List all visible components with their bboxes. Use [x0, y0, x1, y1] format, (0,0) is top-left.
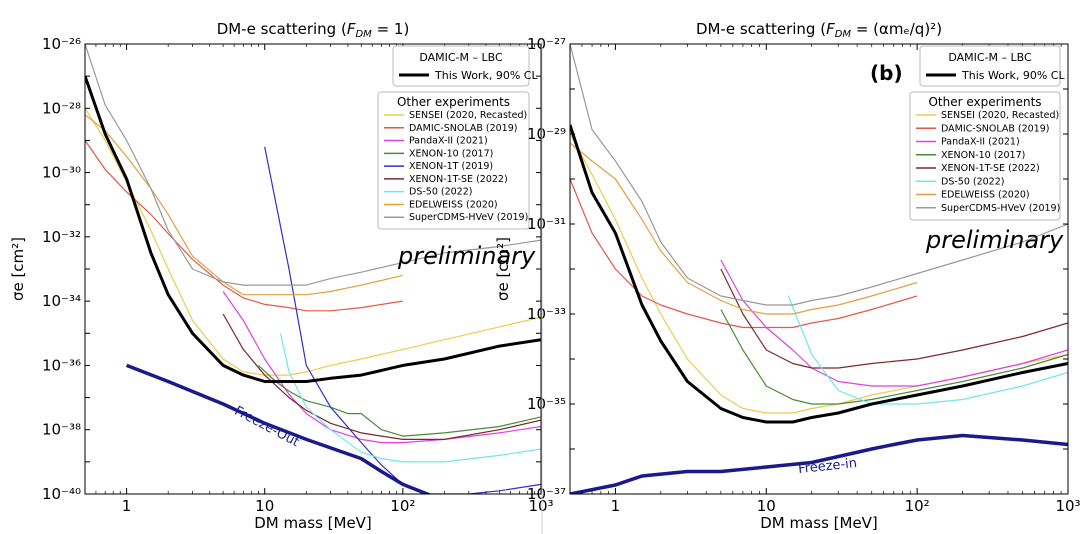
- series-line-6: [279, 333, 541, 463]
- legend-entry: SENSEI (2020, Recasted): [941, 110, 1059, 121]
- legend-main-title: DAMIC-M – LBC: [948, 51, 1032, 64]
- chart-title: DM-e scattering (FDM = 1): [217, 20, 410, 40]
- legend-other-title: Other experiments: [397, 95, 510, 109]
- series-line-1: [570, 178, 918, 329]
- y-tick-label: 10⁻³⁸: [42, 421, 81, 439]
- y-tick-label: 10⁻⁴⁰: [42, 485, 81, 503]
- y-tick-label: 10⁻³⁰: [42, 164, 81, 182]
- y-axis-label: σe [cm²]: [494, 237, 512, 301]
- chart-title: DM-e scattering (FDM = (αmₑ/q)²): [696, 20, 942, 40]
- legend-entry: XENON-1T-SE (2022): [409, 174, 508, 185]
- series-line-7: [570, 44, 1068, 306]
- x-axis-label: DM mass [MeV]: [254, 514, 372, 532]
- y-tick-label: 10⁻³⁵: [527, 395, 566, 413]
- legend-entry: SuperCDMS-HVeV (2019): [409, 212, 528, 223]
- legend-entry: DAMIC-SNOLAB (2019): [409, 123, 517, 134]
- legend-entry: XENON-1T (2019): [409, 161, 493, 172]
- legend-main: DAMIC-M – LBC This Work, 90% CL: [919, 45, 1065, 87]
- y-tick-label: 10⁻³¹: [527, 215, 566, 233]
- x-tick-label: 10: [255, 497, 274, 515]
- panel-b: 1 10 10² 10³ 10⁻²⁷ 10⁻²⁹ 10⁻³¹ 10⁻³³ 10⁻³⁵ 10⁻³⁷ D…: [494, 20, 1081, 532]
- series-line-6: [570, 142, 918, 315]
- series-line-4: [264, 146, 541, 494]
- series-line-3: [257, 364, 541, 437]
- x-tick-label: 1: [611, 497, 621, 515]
- relic-curve-label: Freeze-Out: [232, 404, 302, 451]
- series-line-9: [85, 75, 541, 383]
- y-tick-label: 10⁻³²: [42, 228, 81, 246]
- x-tick-label: 10: [757, 497, 776, 515]
- series-line-8: [570, 124, 1068, 424]
- legend-entry: DAMIC-SNOLAB (2019): [941, 123, 1049, 134]
- legend-main: DAMIC-M – LBC This Work, 90% CL: [392, 45, 538, 87]
- legend-entry: EDELWEISS (2020): [941, 190, 1030, 201]
- series-line-7: [85, 114, 404, 296]
- series-line-5: [787, 295, 1068, 405]
- x-tick-label: 1: [122, 497, 132, 515]
- y-tick-label: 10⁻³³: [527, 305, 566, 323]
- series-group: [570, 44, 1068, 494]
- y-tick-label: 10⁻²⁸: [42, 99, 81, 117]
- legend-entry: XENON-10 (2017): [941, 150, 1025, 161]
- x-tick-label: 10²: [390, 497, 415, 515]
- legend-entry: SENSEI (2020, Recasted): [409, 110, 527, 121]
- preliminary-annotation: preliminary: [397, 242, 536, 270]
- series-line-5: [222, 313, 541, 440]
- x-tick-label: 10³: [1055, 497, 1080, 515]
- legend-entry: SuperCDMS-HVeV (2019): [941, 203, 1060, 214]
- panel-tag: (b): [870, 61, 903, 85]
- legend-entry: DS-50 (2022): [941, 176, 1004, 187]
- legend-entry: DS-50 (2022): [409, 187, 472, 198]
- y-tick-label: 10⁻²⁶: [42, 35, 81, 53]
- legend-other-title: Other experiments: [928, 95, 1041, 109]
- legend-main-entry: This Work, 90% CL: [961, 69, 1065, 82]
- y-tick-label: 10⁻²⁹: [527, 125, 566, 143]
- series-line-2: [720, 259, 1068, 387]
- y-tick-label: 10⁻²⁷: [527, 35, 566, 53]
- x-axis-label: DM mass [MeV]: [760, 514, 878, 532]
- legend-entry: XENON-1T-SE (2022): [941, 163, 1040, 174]
- series-line-4: [720, 268, 1068, 369]
- x-tick-label: 10²: [905, 497, 930, 515]
- legend-entry: PandaX-II (2021): [941, 137, 1020, 148]
- relic-curve-label: Freeze-in: [798, 456, 858, 477]
- preliminary-annotation: preliminary: [925, 226, 1064, 254]
- legend-main-title: DAMIC-M – LBC: [419, 51, 503, 64]
- series-line-9: [570, 433, 1068, 494]
- series-line-10: [125, 363, 433, 494]
- series-line-3: [720, 309, 1068, 405]
- legend-entry: PandaX-II (2021): [409, 136, 488, 147]
- panel-a: 1 10 10² 10³ 10⁻²⁶ 10⁻²⁸ 10⁻³⁰ 10⁻³² 10⁻³⁴ 10⁻³⁶ 1…: [9, 20, 554, 532]
- x-tick-label: 10³: [528, 497, 553, 515]
- y-axis-label: σe [cm²]: [9, 237, 27, 301]
- legend-main-entry: This Work, 90% CL: [434, 69, 538, 82]
- series-line-8: [85, 44, 541, 286]
- series-group: [85, 44, 541, 494]
- legend-entry: EDELWEISS (2020): [409, 199, 498, 210]
- legend-entry: XENON-10 (2017): [409, 148, 493, 159]
- y-tick-label: 10⁻³⁷: [527, 485, 566, 503]
- y-tick-label: 10⁻³⁴: [42, 292, 81, 310]
- y-tick-label: 10⁻³⁶: [42, 356, 81, 374]
